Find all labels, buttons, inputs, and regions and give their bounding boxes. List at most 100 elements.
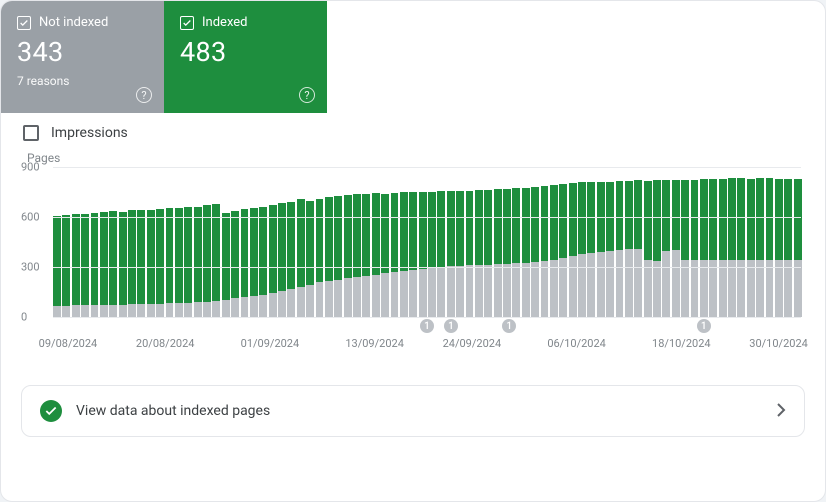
event-marker[interactable]: 1 [502,319,516,333]
bar[interactable] [634,167,642,317]
bar[interactable] [53,167,61,317]
bar[interactable] [156,167,164,317]
bar[interactable] [672,167,680,317]
bar[interactable] [184,167,192,317]
bar[interactable] [784,167,792,317]
bar-segment-not-indexed [419,269,427,317]
bar[interactable] [503,167,511,317]
bar[interactable] [475,167,483,317]
bar[interactable] [241,167,249,317]
bar-segment-indexed [81,214,89,305]
bar[interactable] [541,167,549,317]
bar[interactable] [756,167,764,317]
bar[interactable] [437,167,445,317]
bar[interactable] [100,167,108,317]
bar[interactable] [719,167,727,317]
bar[interactable] [428,167,436,317]
bar[interactable] [606,167,614,317]
bar[interactable] [166,167,174,317]
bar[interactable] [587,167,595,317]
bar[interactable] [344,167,352,317]
bar-segment-not-indexed [269,293,277,317]
bar[interactable] [381,167,389,317]
bar[interactable] [222,167,230,317]
bar[interactable] [766,167,774,317]
chevron-right-icon [776,402,786,421]
bar[interactable] [597,167,605,317]
bar[interactable] [119,167,127,317]
bar[interactable] [250,167,258,317]
bar[interactable] [484,167,492,317]
bar[interactable] [644,167,652,317]
bar[interactable] [550,167,558,317]
bar[interactable] [72,167,80,317]
bar[interactable] [691,167,699,317]
bar[interactable] [794,167,802,317]
bar[interactable] [737,167,745,317]
bar[interactable] [512,167,520,317]
bar[interactable] [747,167,755,317]
indexed-card[interactable]: Indexed 483 ? [164,1,327,113]
bar[interactable] [353,167,361,317]
bar[interactable] [278,167,286,317]
bar[interactable] [81,167,89,317]
bar[interactable] [653,167,661,317]
bar[interactable] [700,167,708,317]
bar[interactable] [175,167,183,317]
bar-segment-not-indexed [306,285,314,318]
bar[interactable] [231,167,239,317]
bar[interactable] [203,167,211,317]
bar[interactable] [728,167,736,317]
bar-segment-not-indexed [662,251,670,317]
bar[interactable] [194,167,202,317]
not-indexed-card[interactable]: Not indexed 343 7 reasons ? [1,1,164,113]
bar[interactable] [709,167,717,317]
bar-segment-indexed [297,199,305,287]
bar[interactable] [334,167,342,317]
bar[interactable] [372,167,380,317]
bar[interactable] [456,167,464,317]
bar[interactable] [681,167,689,317]
bar[interactable] [137,167,145,317]
bar[interactable] [578,167,586,317]
bar[interactable] [128,167,136,317]
bar[interactable] [62,167,70,317]
bar[interactable] [419,167,427,317]
bar[interactable] [91,167,99,317]
bar[interactable] [494,167,502,317]
bar[interactable] [391,167,399,317]
impressions-toggle[interactable]: Impressions [1,113,825,141]
event-marker[interactable]: 1 [697,319,711,333]
event-marker[interactable]: 1 [444,319,458,333]
event-marker[interactable]: 1 [420,319,434,333]
bar[interactable] [409,167,417,317]
bar[interactable] [316,167,324,317]
bar[interactable] [466,167,474,317]
bar[interactable] [325,167,333,317]
bar[interactable] [522,167,530,317]
bar[interactable] [662,167,670,317]
bar[interactable] [775,167,783,317]
bar[interactable] [297,167,305,317]
bar[interactable] [531,167,539,317]
bar[interactable] [306,167,314,317]
bar[interactable] [400,167,408,317]
help-icon[interactable]: ? [136,87,152,103]
bar[interactable] [212,167,220,317]
bar[interactable] [362,167,370,317]
bar[interactable] [447,167,455,317]
bar[interactable] [269,167,277,317]
bar[interactable] [559,167,567,317]
bar[interactable] [259,167,267,317]
bar[interactable] [616,167,624,317]
bar[interactable] [625,167,633,317]
view-indexed-data-link[interactable]: View data about indexed pages [21,385,805,437]
bar[interactable] [147,167,155,317]
help-icon[interactable]: ? [299,87,315,103]
bar[interactable] [109,167,117,317]
bar[interactable] [569,167,577,317]
bar-segment-not-indexed [250,296,258,317]
bar-segment-not-indexed [653,261,661,317]
checkbox-checked-icon [180,16,194,30]
bar[interactable] [287,167,295,317]
